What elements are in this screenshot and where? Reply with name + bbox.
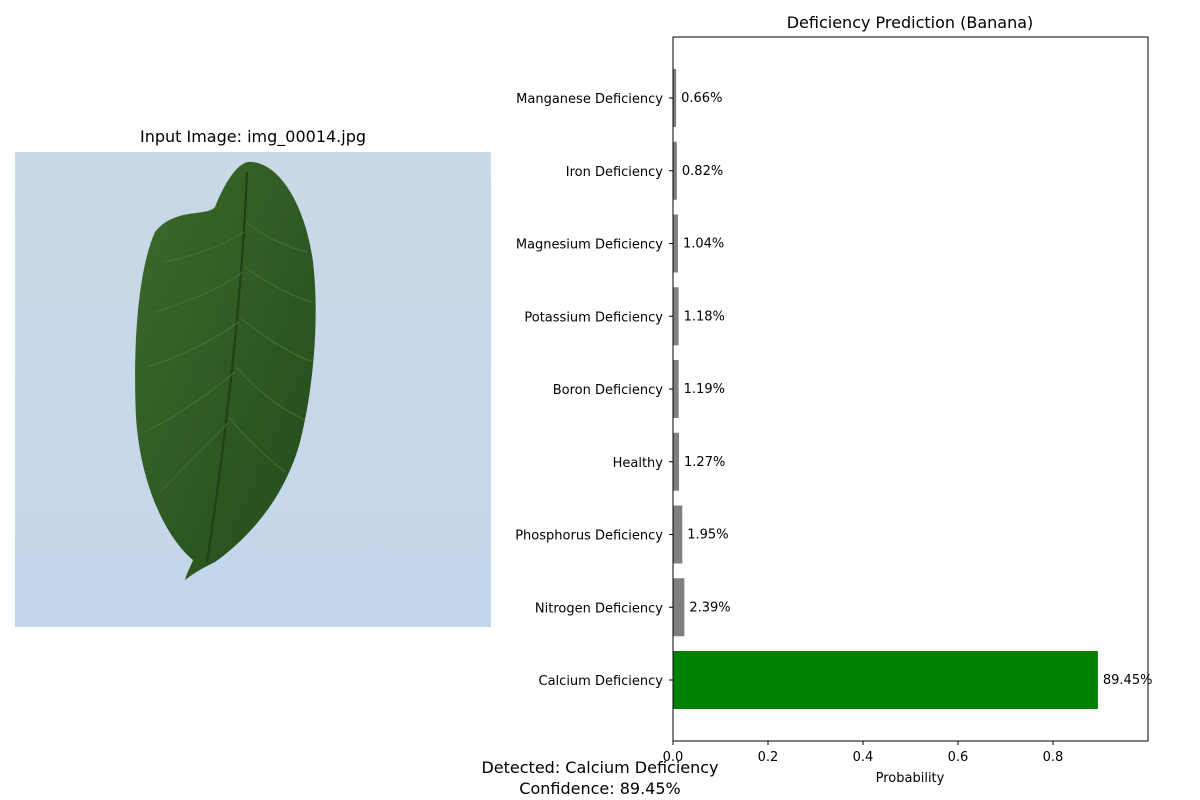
category-label: Manganese Deficiency	[516, 92, 663, 107]
image-title: Input Image: img_00014.jpg	[139, 127, 367, 146]
category-label: Potassium Deficiency	[524, 310, 663, 325]
chart-title: Deficiency Prediction (Banana)	[787, 13, 1034, 32]
category-label: Nitrogen Deficiency	[535, 601, 663, 616]
x-tick-label: 0.8	[1043, 750, 1064, 765]
value-label: 1.19%	[684, 382, 725, 397]
x-tick-label: 0.4	[853, 750, 874, 765]
value-label: 1.27%	[684, 455, 725, 470]
detected-label: Detected: Calcium Deficiency	[481, 758, 719, 777]
bar-potassium-deficiency	[673, 287, 679, 346]
bars-layer: 89.45% 2.39% 1.95% 1.27% 1.19% 1.18% 1.04% 0.82…	[673, 69, 1152, 709]
x-tick-label: 0.6	[948, 750, 969, 765]
category-label: Healthy	[613, 456, 664, 471]
confidence-label: Confidence: 89.45%	[519, 779, 681, 798]
category-label: Phosphorus Deficiency	[515, 529, 663, 544]
x-tick-label: 0.0	[663, 750, 684, 765]
bar-boron-deficiency	[673, 360, 679, 418]
bar-iron-deficiency	[673, 141, 677, 200]
value-label: 1.95%	[687, 528, 728, 543]
value-label: 1.18%	[684, 309, 725, 324]
plot-frame	[672, 36, 1149, 742]
category-label: Iron Deficiency	[566, 165, 664, 180]
value-label: 1.04%	[683, 237, 724, 252]
value-label: 2.39%	[689, 600, 730, 615]
bar-calcium-deficiency	[673, 651, 1098, 709]
value-label: 89.45%	[1103, 673, 1153, 688]
category-label: Magnesium Deficiency	[516, 238, 663, 253]
value-label: 0.82%	[682, 164, 723, 179]
axis-layer: Calcium Deficiency Nitrogen Deficiency Pho…	[515, 92, 1063, 765]
category-label: Boron Deficiency	[553, 383, 664, 398]
x-tick-label: 0.2	[758, 750, 779, 765]
bar-nitrogen-deficiency	[673, 578, 685, 637]
x-axis-label: Probability	[876, 771, 945, 786]
bar-phosphorus-deficiency	[673, 505, 683, 564]
footer-text: Detected: Calcium Deficiency Confidence:…	[400, 757, 800, 799]
bar-manganese-deficiency	[673, 69, 677, 127]
bar-magnesium-deficiency	[673, 214, 678, 273]
value-label: 0.66%	[681, 91, 722, 106]
leaf-image	[15, 152, 491, 627]
bar-healthy	[673, 432, 680, 491]
category-label: Calcium Deficiency	[539, 674, 664, 689]
